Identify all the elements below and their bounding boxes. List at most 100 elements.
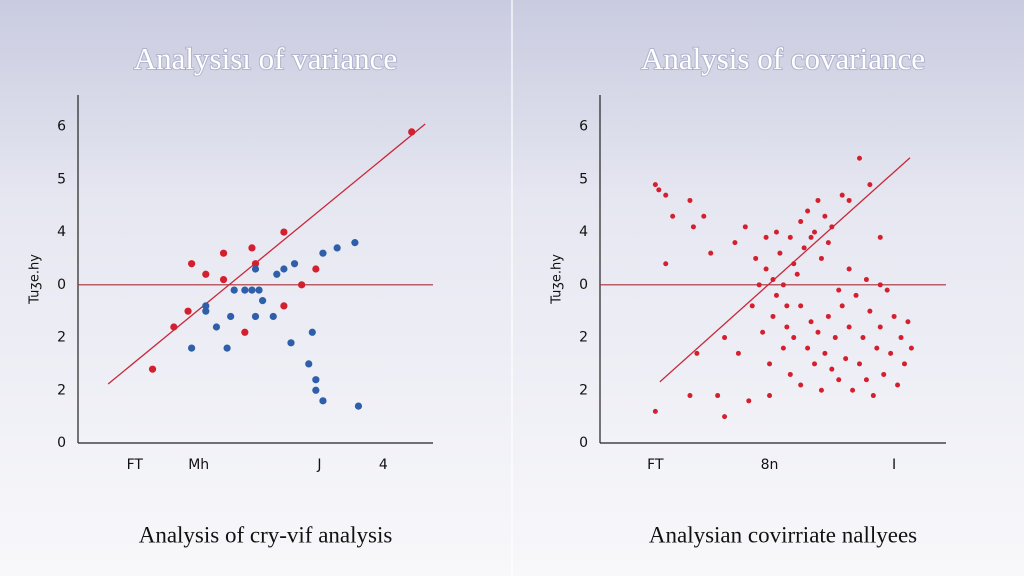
point	[895, 382, 901, 388]
point	[742, 224, 748, 230]
point	[308, 328, 316, 336]
chart-title: Analysis of covariance	[641, 41, 925, 76]
point	[219, 249, 228, 257]
point	[836, 287, 842, 293]
point	[756, 282, 762, 288]
point	[773, 292, 779, 298]
point	[836, 377, 842, 383]
point	[767, 393, 773, 399]
point	[780, 282, 786, 288]
chart-caption: Analysis of cry-vif analysis	[139, 522, 393, 547]
point	[787, 234, 793, 240]
y-tick-label: 0	[57, 277, 66, 293]
point	[248, 244, 256, 252]
point	[822, 350, 828, 356]
point	[273, 270, 281, 278]
y-tick-label: 4	[579, 224, 588, 240]
point	[694, 350, 700, 356]
x-tick-label: 8n	[761, 457, 779, 473]
point	[874, 345, 880, 351]
point	[280, 302, 288, 310]
point	[777, 250, 783, 256]
point	[312, 265, 320, 273]
y-axis-label: Tuʒe.hy	[28, 254, 43, 305]
point	[822, 213, 828, 219]
point	[839, 303, 845, 309]
point	[333, 244, 341, 252]
point	[305, 360, 313, 368]
point	[780, 345, 786, 351]
y-tick-label: 2	[57, 330, 66, 346]
point	[259, 297, 267, 305]
x-tick-label: 4	[379, 457, 388, 473]
point	[188, 260, 196, 268]
point	[850, 387, 856, 393]
point	[877, 234, 883, 240]
y-tick-label: 5	[57, 171, 66, 187]
point	[219, 275, 228, 284]
point	[908, 345, 914, 351]
point	[212, 323, 221, 331]
point	[877, 324, 883, 330]
point	[829, 224, 835, 230]
point	[290, 260, 299, 268]
x-tick-label: FT	[127, 457, 144, 473]
point	[791, 261, 797, 267]
point	[687, 393, 693, 399]
point	[798, 382, 804, 388]
point	[794, 271, 800, 277]
point	[241, 286, 249, 294]
point	[251, 312, 260, 321]
point	[815, 329, 821, 335]
point	[148, 365, 157, 373]
point	[857, 361, 862, 367]
point	[839, 192, 845, 198]
point	[354, 402, 363, 410]
point	[801, 245, 807, 251]
point	[860, 335, 866, 341]
point	[767, 361, 773, 367]
point	[763, 234, 769, 240]
point	[223, 344, 231, 352]
x-tick-label: FT	[647, 457, 664, 473]
point	[888, 350, 894, 356]
point	[818, 255, 824, 261]
point	[846, 197, 852, 203]
point	[798, 303, 804, 309]
point	[319, 249, 327, 257]
x-tick-label: Mh	[188, 457, 209, 473]
point	[227, 312, 235, 321]
point	[843, 356, 849, 362]
point	[722, 335, 728, 341]
point	[663, 192, 669, 198]
point	[241, 328, 249, 336]
point	[784, 303, 790, 309]
point	[708, 250, 714, 256]
point	[763, 266, 769, 272]
point	[701, 213, 707, 219]
y-tick-label: 6	[579, 119, 588, 135]
point	[280, 228, 288, 236]
point	[812, 361, 818, 367]
point	[735, 350, 741, 356]
point	[891, 313, 897, 319]
point	[825, 313, 831, 319]
point	[805, 208, 811, 214]
point	[881, 371, 887, 377]
point	[319, 397, 327, 405]
y-tick-label: 0	[57, 435, 66, 451]
point	[170, 323, 178, 331]
point	[877, 282, 883, 288]
point	[863, 377, 869, 383]
point	[846, 266, 852, 272]
point	[202, 302, 210, 310]
point	[298, 281, 306, 289]
point	[901, 361, 907, 367]
point	[805, 345, 811, 351]
point	[829, 366, 835, 372]
point	[853, 292, 859, 298]
point	[351, 239, 359, 247]
point	[884, 287, 890, 293]
y-tick-label: 0	[579, 435, 588, 451]
point	[722, 414, 728, 420]
